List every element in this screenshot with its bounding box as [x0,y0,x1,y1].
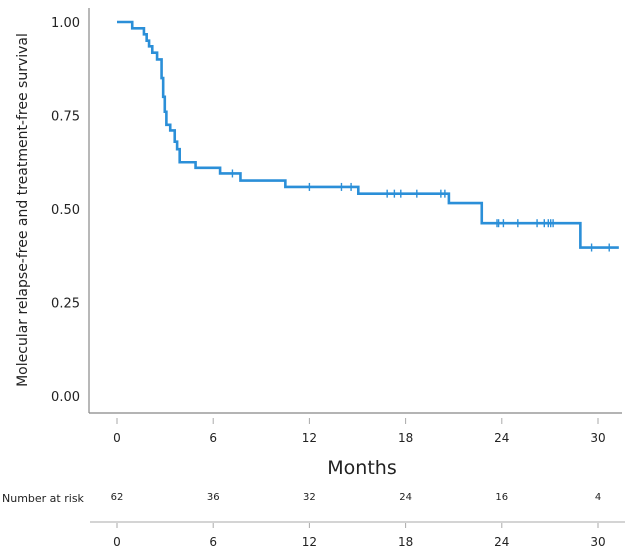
risk-count: 36 [207,492,220,503]
risk-tick-label: 24 [494,535,509,549]
x-tick-label: 12 [302,431,317,445]
risk-table-label: Number at risk [2,492,85,505]
risk-count: 62 [111,492,124,503]
risk-tick-label: 6 [209,535,217,549]
risk-tick-label: 0 [113,535,121,549]
risk-count: 16 [495,492,508,503]
survival-curve [117,20,619,249]
risk-count: 4 [595,492,601,503]
y-tick-label: 1.00 [51,16,80,31]
y-tick-label: 0.75 [51,110,80,125]
risk-tick-label: 30 [590,535,605,549]
y-tick-label: 0.25 [51,297,80,312]
risk-tick-label: 12 [302,535,317,549]
x-tick-label: 18 [398,431,413,445]
x-tick-label: 6 [209,431,217,445]
y-tick-label: 0.50 [51,203,80,218]
x-tick-label: 30 [590,431,605,445]
x-tick-label: 24 [494,431,509,445]
x-axis-label: Months [327,457,396,479]
risk-tick-label: 18 [398,535,413,549]
y-tick-label: 0.00 [51,390,80,405]
risk-count: 24 [399,492,412,503]
x-tick-label: 0 [113,431,121,445]
y-axis-label: Molecular relapse-free and treatment-fre… [15,33,31,387]
risk-count: 32 [303,492,316,503]
